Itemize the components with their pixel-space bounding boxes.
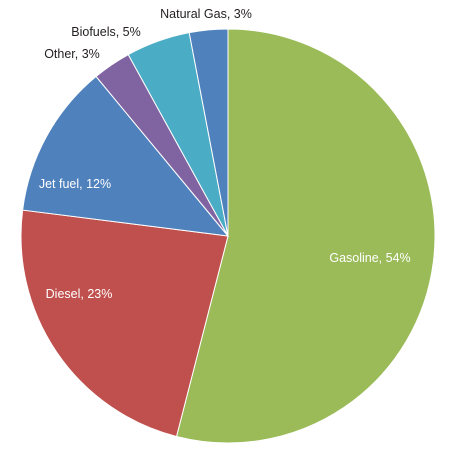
pie-label-biofuels: Biofuels, 5%: [71, 25, 140, 39]
pie-label-jet-fuel: Jet fuel, 12%: [39, 177, 111, 191]
pie-slice-diesel: [20, 209, 229, 438]
pie-slice-natural-gas: [188, 28, 229, 237]
pie-slice-jet-fuel: [22, 75, 230, 237]
pie-label-gasoline: Gasoline, 54%: [329, 251, 410, 265]
pie-label-diesel: Diesel, 23%: [46, 287, 113, 301]
pie-slice-gasoline: [175, 28, 436, 444]
pie-label-other: Other, 3%: [44, 47, 100, 61]
pie-slices: [20, 28, 436, 444]
pie-labels: Gasoline, 54% Diesel, 23% Jet fuel, 12% Oth…: [39, 7, 411, 301]
pie-label-natural-gas: Natural Gas, 3%: [160, 7, 252, 21]
